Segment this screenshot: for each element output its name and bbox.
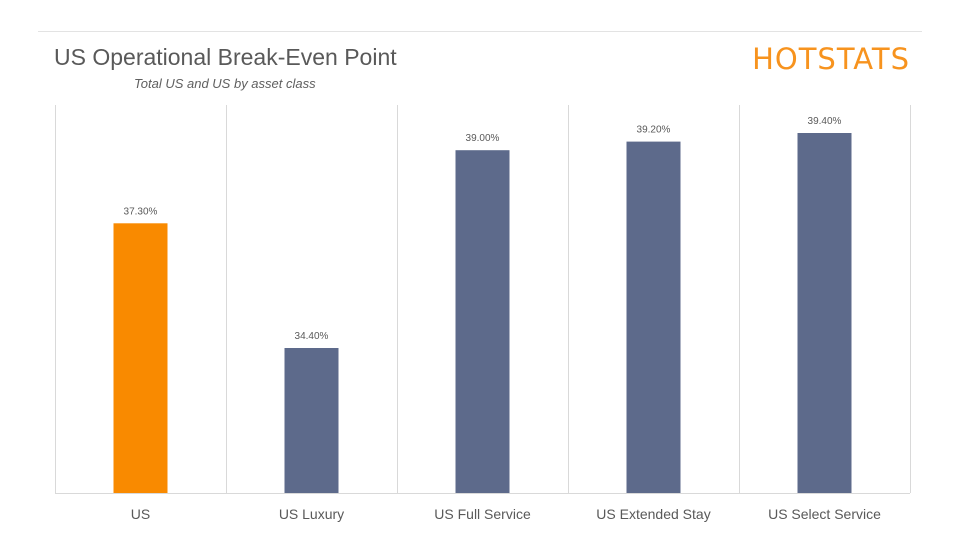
category-label: US [131, 506, 150, 522]
bar [626, 141, 681, 493]
data-label: 34.40% [295, 331, 329, 342]
chart-title: US Operational Break-Even Point [54, 44, 397, 70]
bar [284, 348, 339, 493]
chart-subtitle: Total US and US by asset class [134, 76, 316, 91]
bar [797, 133, 852, 493]
header-divider [38, 31, 922, 32]
data-label: 39.00% [466, 133, 500, 144]
hotstats-logo: HOTSTATS [752, 42, 910, 76]
category-label: US Luxury [279, 506, 344, 522]
category-label: US Select Service [768, 506, 881, 522]
bar [113, 223, 168, 494]
data-label: 39.20% [637, 125, 671, 136]
bar [455, 150, 510, 493]
data-label: 37.30% [124, 206, 158, 217]
category-label: US Full Service [434, 506, 531, 522]
category-label: US Extended Stay [596, 506, 710, 522]
data-label: 39.40% [808, 116, 842, 127]
